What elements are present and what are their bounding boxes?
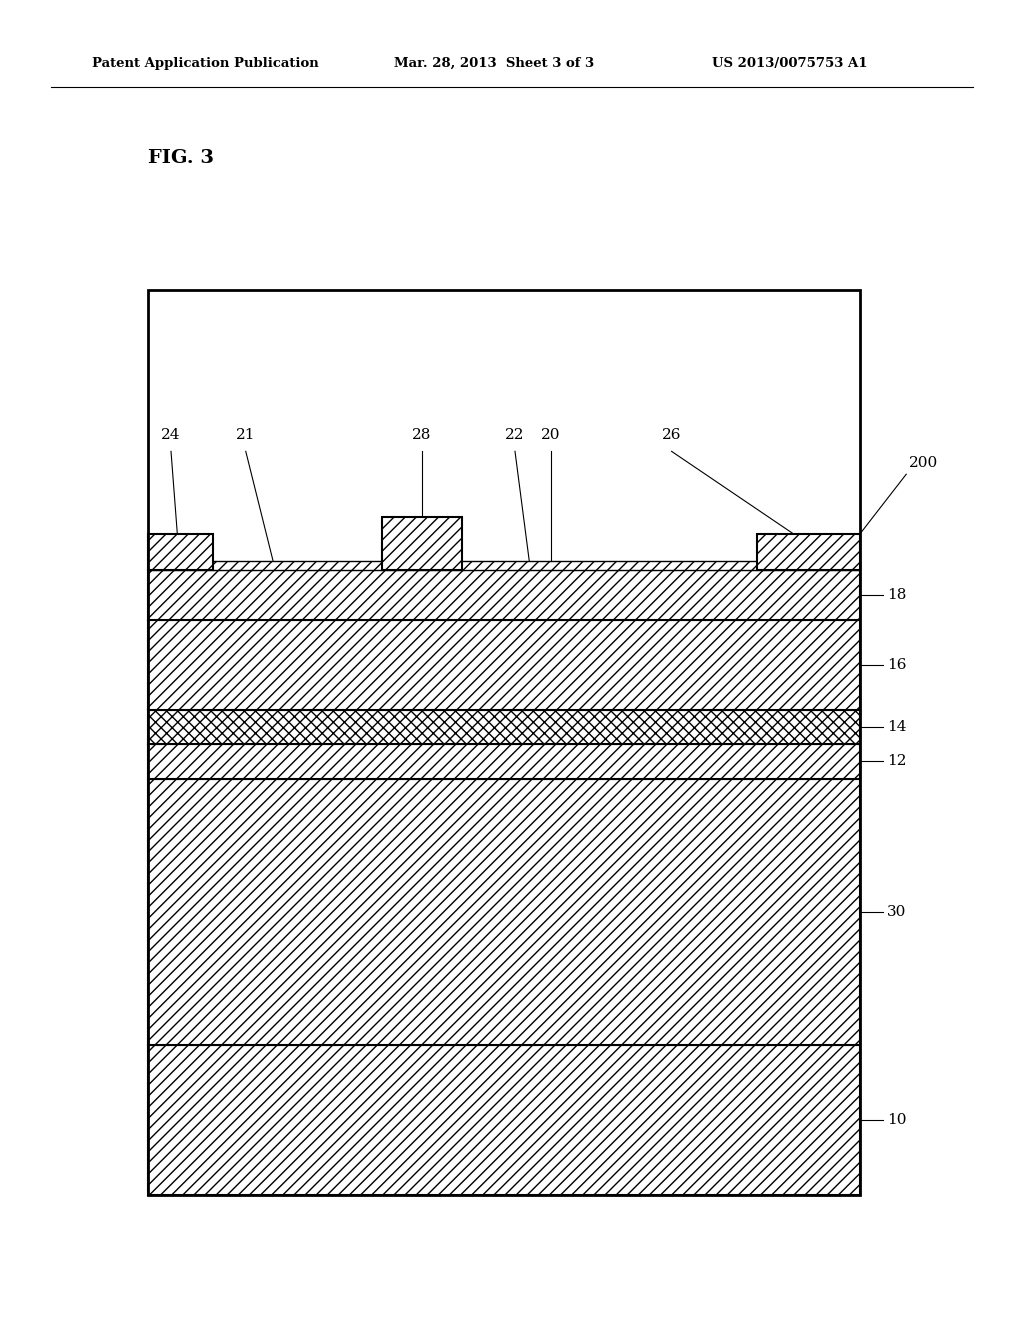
Text: FIG. 3: FIG. 3: [148, 149, 214, 168]
Text: 18: 18: [887, 587, 906, 602]
Bar: [148, 570, 860, 619]
Text: 16: 16: [887, 657, 906, 672]
Text: 22: 22: [505, 428, 524, 442]
Text: 12: 12: [887, 755, 906, 768]
Text: 21: 21: [236, 428, 256, 442]
Bar: [148, 779, 860, 1045]
Bar: [382, 517, 462, 570]
Bar: [148, 561, 860, 570]
Text: 26: 26: [662, 428, 681, 442]
Text: 30: 30: [887, 906, 906, 919]
Text: Patent Application Publication: Patent Application Publication: [92, 57, 318, 70]
Bar: [148, 533, 213, 570]
Text: 200: 200: [909, 457, 939, 470]
Bar: [148, 290, 860, 1195]
Bar: [148, 710, 860, 744]
Bar: [148, 1045, 860, 1195]
Text: 24: 24: [161, 428, 181, 442]
Text: Mar. 28, 2013  Sheet 3 of 3: Mar. 28, 2013 Sheet 3 of 3: [394, 57, 594, 70]
Bar: [148, 744, 860, 779]
Bar: [148, 619, 860, 710]
Text: 10: 10: [887, 1113, 906, 1127]
Bar: [757, 533, 860, 570]
Text: 14: 14: [887, 721, 906, 734]
Text: US 2013/0075753 A1: US 2013/0075753 A1: [712, 57, 867, 70]
Text: 20: 20: [541, 428, 560, 442]
Text: 28: 28: [412, 428, 431, 442]
